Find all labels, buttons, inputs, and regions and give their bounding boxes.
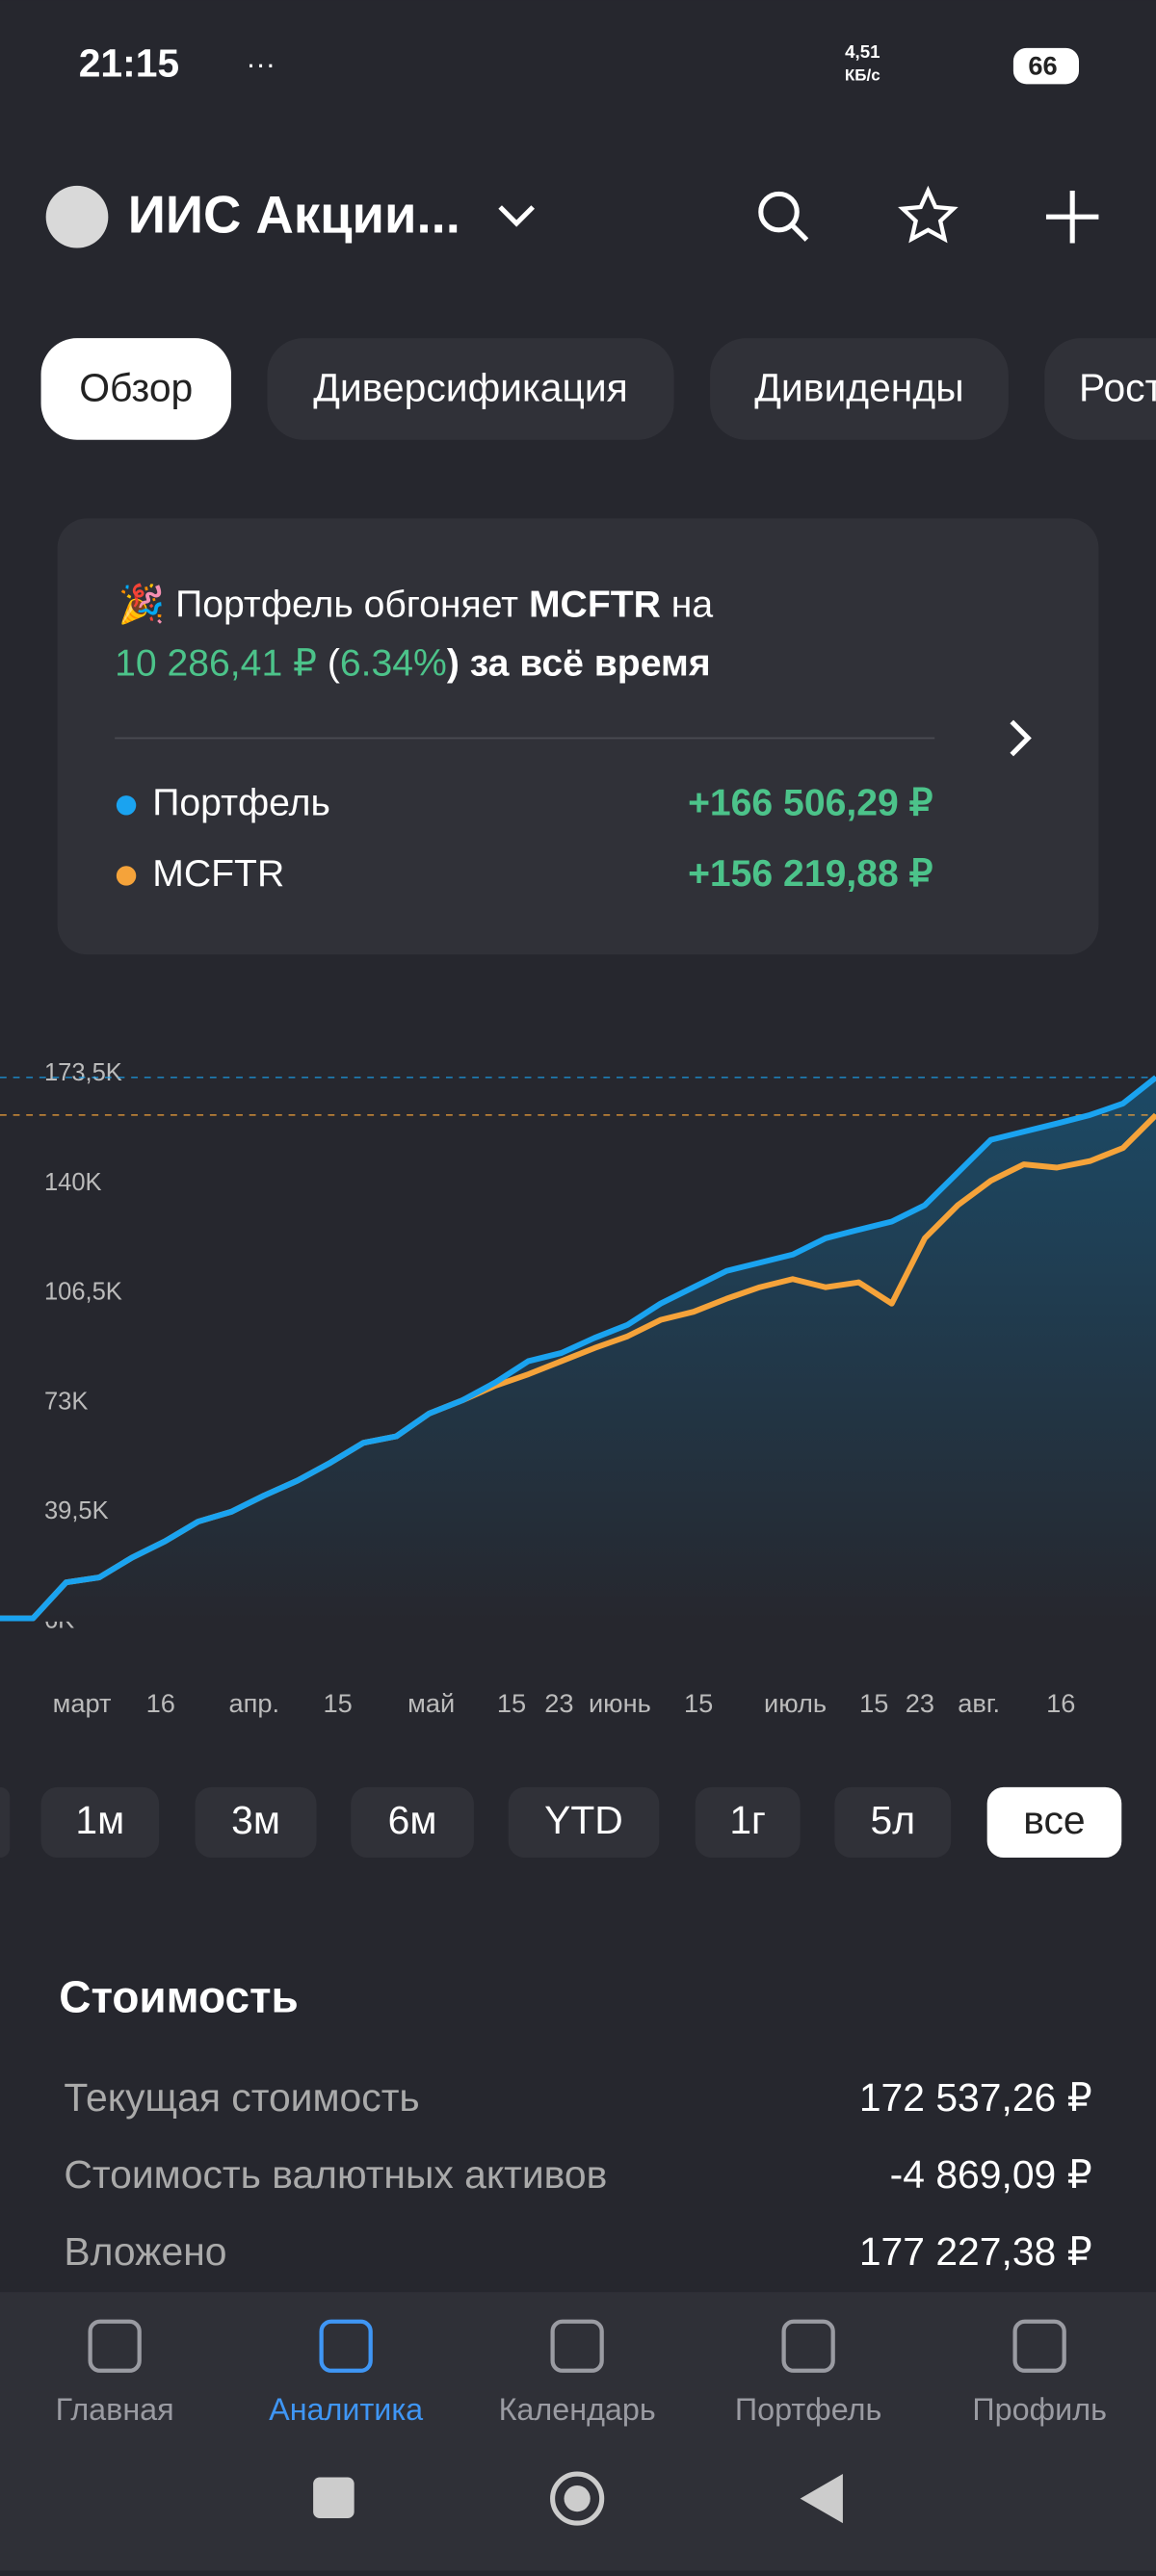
x-tick-label: авг. xyxy=(958,1688,1000,1718)
y-tick-label: 39,5K xyxy=(44,1497,109,1524)
period-button[interactable] xyxy=(986,1786,1122,1859)
x-tick-label: июнь xyxy=(589,1688,651,1718)
y-tick-label: 173,5K xyxy=(44,1059,122,1086)
row-value: 172 537,26 ₽ xyxy=(859,2075,1092,2120)
text: ) за всё время xyxy=(447,643,711,685)
tab-label[interactable]: Обзор xyxy=(79,365,193,409)
x-tick-label: 15 xyxy=(684,1688,713,1718)
y-tick-label: 106,5K xyxy=(44,1279,122,1306)
favorite-icon[interactable] xyxy=(898,185,959,244)
nav-label[interactable]: Главная xyxy=(56,2392,174,2427)
nav-home-dot xyxy=(564,2485,591,2512)
nav-back[interactable] xyxy=(800,2474,843,2524)
chevron[interactable] xyxy=(1010,719,1032,757)
legend-dot xyxy=(116,866,137,886)
card-line1: 🎉 Портфель обгоняет MCFTR на xyxy=(118,583,714,627)
search-icon[interactable] xyxy=(758,191,800,233)
row-value: -4 869,09 ₽ xyxy=(890,2152,1092,2197)
x-tick-label: 15 xyxy=(859,1688,888,1718)
add-icon[interactable] xyxy=(1045,190,1099,244)
tab-label[interactable]: Рост xyxy=(1079,365,1156,409)
nav-icon[interactable] xyxy=(1012,2319,1066,2373)
row-value: 177 227,38 ₽ xyxy=(859,2229,1092,2274)
nav-icon[interactable] xyxy=(319,2319,373,2373)
period-label[interactable]: 1г xyxy=(729,1798,766,1842)
dots: ··· xyxy=(246,48,276,81)
card-line2: 10 286,41 ₽ (6.34%) за всё время xyxy=(115,643,711,685)
battery xyxy=(1012,47,1079,85)
row-label: Вложено xyxy=(64,2229,226,2274)
section-title: Стоимость xyxy=(59,1971,298,2021)
text: Портфель обгоняет xyxy=(175,585,529,626)
y-tick-label: 73K xyxy=(44,1388,88,1415)
speed-unit: КБ/с xyxy=(845,65,880,84)
period-label[interactable]: 3м xyxy=(231,1798,280,1842)
period-label[interactable]: 6м xyxy=(388,1798,437,1842)
legend-name: MCFTR xyxy=(152,853,284,895)
tab-label[interactable]: Диверсификация xyxy=(313,365,628,409)
x-tick-label: май xyxy=(407,1688,455,1718)
y-tick-label: 140K xyxy=(44,1169,102,1196)
period-button[interactable] xyxy=(695,1786,801,1859)
battery-level: 66 xyxy=(1028,51,1057,81)
speed: 4,51 xyxy=(845,41,880,62)
dropdown-icon[interactable] xyxy=(498,205,535,227)
x-tick-label: 16 xyxy=(146,1688,175,1718)
period-button[interactable] xyxy=(508,1786,660,1859)
x-tick-label: 23 xyxy=(906,1688,934,1718)
amount: 10 286,41 ₽ xyxy=(115,643,317,685)
x-tick-label: 16 xyxy=(1046,1688,1075,1718)
nav-icon[interactable] xyxy=(781,2319,835,2373)
benchmark: MCFTR xyxy=(529,585,661,626)
period-label[interactable]: 1м xyxy=(75,1798,124,1842)
nav-recent[interactable] xyxy=(313,2477,355,2518)
nav-label[interactable]: Аналитика xyxy=(269,2392,423,2427)
x-tick-label: апр. xyxy=(229,1688,280,1718)
nav-label[interactable]: Портфель xyxy=(735,2392,882,2427)
x-tick-label: 23 xyxy=(544,1688,573,1718)
tab[interactable] xyxy=(40,338,231,440)
nav-icon[interactable] xyxy=(88,2319,142,2373)
legend-dot xyxy=(116,795,137,816)
legend-value: +166 506,29 ₽ xyxy=(688,783,933,824)
x-tick-label: 15 xyxy=(497,1688,526,1718)
period-button[interactable] xyxy=(834,1786,952,1859)
x-tick-label: март xyxy=(53,1688,112,1718)
text: на xyxy=(661,585,713,626)
nav-icon[interactable] xyxy=(550,2319,604,2373)
period-button[interactable] xyxy=(351,1786,474,1859)
nav-label[interactable]: Профиль xyxy=(972,2392,1107,2427)
row-label: Стоимость валютных активов xyxy=(64,2152,607,2197)
period-label[interactable]: все xyxy=(1023,1798,1085,1842)
legend-name: Портфель xyxy=(152,783,330,824)
time: 21:15 xyxy=(79,40,179,85)
nav-home[interactable] xyxy=(550,2471,605,2526)
row-label: Текущая стоимость xyxy=(64,2075,419,2120)
account-title[interactable]: ИИС Акции... xyxy=(128,185,460,244)
logo[interactable] xyxy=(45,185,109,248)
x-tick-label: июль xyxy=(764,1688,827,1718)
period-button[interactable] xyxy=(40,1786,160,1859)
series-line xyxy=(0,1075,1156,1622)
legend-value: +156 219,88 ₽ xyxy=(688,853,933,895)
percent: 6.34% xyxy=(340,643,447,685)
text: ( xyxy=(317,643,340,685)
tab-label[interactable]: Дивиденды xyxy=(754,365,963,409)
tab[interactable] xyxy=(710,338,1009,440)
summary-card[interactable] xyxy=(57,518,1099,955)
nav-label[interactable]: Календарь xyxy=(499,2392,656,2427)
search-handle xyxy=(790,222,809,242)
tab[interactable] xyxy=(267,338,674,440)
period-label[interactable]: YTD xyxy=(544,1798,623,1842)
tab[interactable] xyxy=(1044,338,1156,440)
period-label[interactable]: 5л xyxy=(871,1798,916,1842)
period-button[interactable] xyxy=(195,1786,317,1859)
bottom-nav xyxy=(0,2292,1156,2571)
x-tick-label: 15 xyxy=(323,1688,352,1718)
period-button[interactable] xyxy=(0,1786,11,1859)
